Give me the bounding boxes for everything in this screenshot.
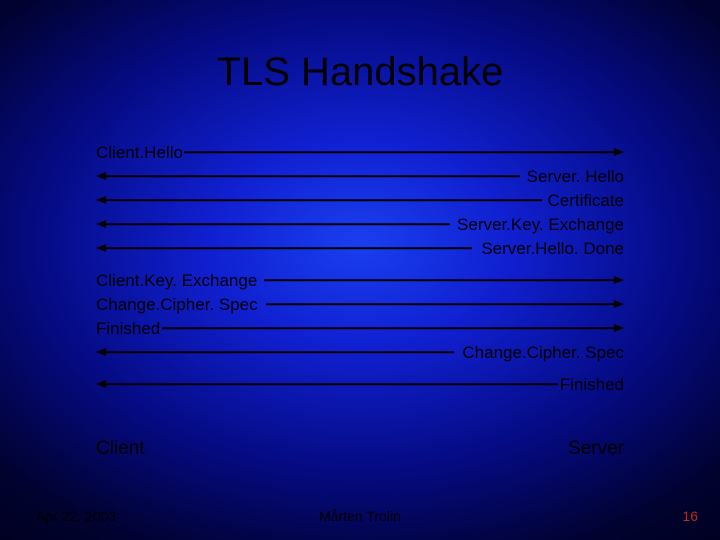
- arrow-line: [162, 327, 614, 329]
- slide-title: TLS Handshake: [0, 50, 720, 95]
- client-label: Client: [96, 438, 145, 460]
- arrow-line: [264, 279, 614, 281]
- arrow-line: [266, 303, 614, 305]
- message-label: Server. Hello: [527, 168, 624, 185]
- footer-author: Mårten Trolin: [0, 508, 720, 524]
- message-label: Finished: [96, 320, 160, 337]
- message-row: Finished: [96, 372, 624, 396]
- message-label: Certificate: [547, 192, 624, 209]
- arrow-left-icon: [96, 220, 106, 228]
- message-label: Change.Cipher. Spec: [462, 344, 624, 361]
- arrow-left-icon: [96, 380, 106, 388]
- arrow-right-icon: [614, 276, 624, 284]
- message-label: Server.Hello. Done: [481, 240, 624, 257]
- arrow-line: [184, 151, 614, 153]
- arrow-line: [106, 223, 450, 225]
- arrow-line: [106, 199, 542, 201]
- arrow-line: [106, 247, 472, 249]
- message-label: Client.Key. Exchange: [96, 272, 257, 289]
- handshake-diagram: Client.Hello Server. Hello Certificate Serv…: [96, 140, 624, 396]
- message-row: Client.Key. Exchange: [96, 268, 624, 292]
- arrow-left-icon: [96, 172, 106, 180]
- arrow-left-icon: [96, 244, 106, 252]
- message-row: Finished: [96, 316, 624, 340]
- message-row: Client.Hello: [96, 140, 624, 164]
- message-row: Server.Key. Exchange: [96, 212, 624, 236]
- arrow-line: [106, 175, 520, 177]
- message-row: Server.Hello. Done: [96, 236, 624, 260]
- arrow-right-icon: [614, 324, 624, 332]
- message-row: Server. Hello: [96, 164, 624, 188]
- server-label: Server: [568, 438, 624, 460]
- message-label: Change.Cipher. Spec: [96, 296, 258, 313]
- arrow-right-icon: [614, 300, 624, 308]
- arrow-line: [106, 351, 454, 353]
- message-label: Server.Key. Exchange: [457, 216, 624, 233]
- arrow-right-icon: [614, 148, 624, 156]
- message-row: Change.Cipher. Spec: [96, 292, 624, 316]
- arrow-left-icon: [96, 348, 106, 356]
- message-row: Change.Cipher. Spec: [96, 340, 624, 364]
- endpoints-row: Client Server: [96, 438, 624, 460]
- arrow-left-icon: [96, 196, 106, 204]
- message-row: Certificate: [96, 188, 624, 212]
- arrow-line: [106, 383, 558, 385]
- slide: TLS Handshake Client.HelloServer. HelloC…: [0, 0, 720, 540]
- footer-page: 16: [682, 508, 698, 524]
- message-label: Finished: [560, 376, 624, 393]
- message-label: Client.Hello: [96, 144, 183, 161]
